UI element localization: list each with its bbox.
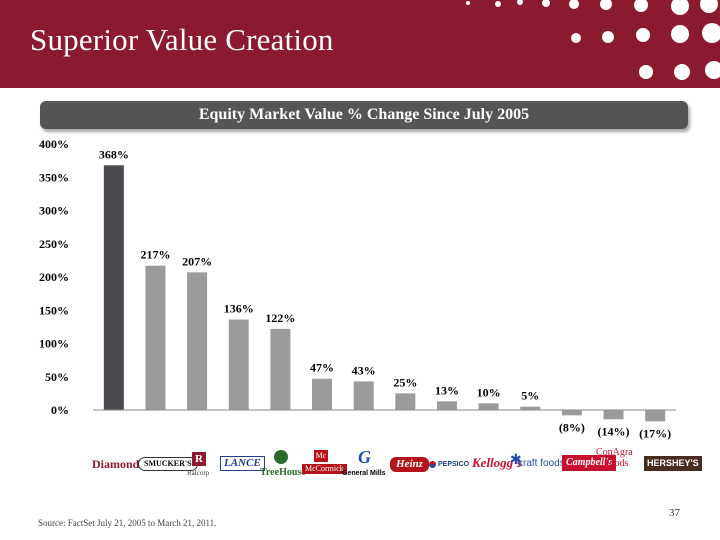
data-labels: 368% 217% 207% 136% 122% 47% 43% 25% 13% 10% 5% (8%… [99,147,671,440]
decorative-dots [466,0,720,80]
logo-conagra: ConAgra [596,447,633,458]
data-label: 10% [477,385,501,399]
bar [145,265,166,410]
y-tick-label: 350% [39,170,69,184]
data-label: 43% [352,363,376,377]
page-number: 37 [669,507,680,519]
data-label: 136% [224,302,254,316]
logo-campbells: Campbell's [562,455,617,471]
y-tick-label: 250% [39,237,69,251]
bar [103,165,124,410]
data-label: 207% [182,254,212,268]
bars [103,165,666,422]
bar [395,393,416,410]
chart-subtitle-bar: Equity Market Value % Change Since July … [40,101,688,129]
bar [353,381,374,410]
logo-kraft: kraft foods [518,458,565,469]
logo-kelloggs: Kellogg's [472,455,522,470]
y-tick-label: 100% [39,337,69,351]
page-title: Superior Value Creation [30,22,334,57]
data-label: 13% [435,383,459,397]
chart-subtitle: Equity Market Value % Change Since July … [198,106,530,123]
title-banner: Superior Value Creation [0,0,720,88]
y-tick-label: 200% [39,270,69,284]
bar [187,272,208,410]
bar [228,319,249,410]
y-tick-label: 300% [39,204,69,218]
logo-mccormick: McCormick [302,464,347,474]
y-tick-label: 150% [39,303,69,317]
data-label: (14%) [598,424,630,438]
data-label: (8%) [559,420,585,434]
y-tick-label: 50% [45,370,69,384]
data-label: (17%) [639,426,671,440]
bar [478,403,499,410]
logo-general-mills: General Mills [342,470,386,477]
y-axis: 0% 50% 100% 150% 200% 250% 300% 350% 400% [39,137,69,417]
bar [270,328,291,410]
logo-treehouse: TreeHouse [260,467,306,478]
logo-lance: LANCE [220,456,265,471]
data-label: 368% [99,147,129,161]
bar [436,401,457,410]
logo-conagra-foods: Foods [604,458,629,469]
logo-pepsico: PEPSICO [438,461,470,468]
bar-chart: 0% 50% 100% 150% 200% 250% 300% 350% 400% 368% 21… [39,137,676,440]
logo-heinz: Heinz [390,457,429,472]
source-footnote: Source: FactSet July 21, 2005 to March 2… [38,518,217,528]
y-tick-label: 400% [39,137,69,151]
data-label: 47% [310,361,334,375]
logo-ralcorp: Ralcorp [187,469,210,477]
bar [603,410,624,420]
data-label: 25% [393,375,417,389]
tree-icon [274,450,288,464]
company-logos: Diamond SMUCKER'S R Ralcorp LANCE TreeHo… [88,447,702,488]
pepsi-icon [429,461,436,468]
y-tick-label: 0% [51,403,69,417]
logo-ralcorp-mark: R [192,452,206,466]
bar [645,410,666,422]
bar [561,410,582,416]
logo-diamond: Diamond [92,457,140,471]
logo-mccormick-mark: Mc [314,450,328,462]
data-label: 5% [521,389,539,403]
bar [312,378,333,410]
data-label: 122% [265,311,295,325]
logo-hersheys: HERSHEY'S [644,456,702,471]
logo-general-mills-mark: G [358,447,371,467]
bar [520,406,541,410]
kraft-burst-icon: ✱ [510,453,522,468]
data-label: 217% [140,248,170,262]
